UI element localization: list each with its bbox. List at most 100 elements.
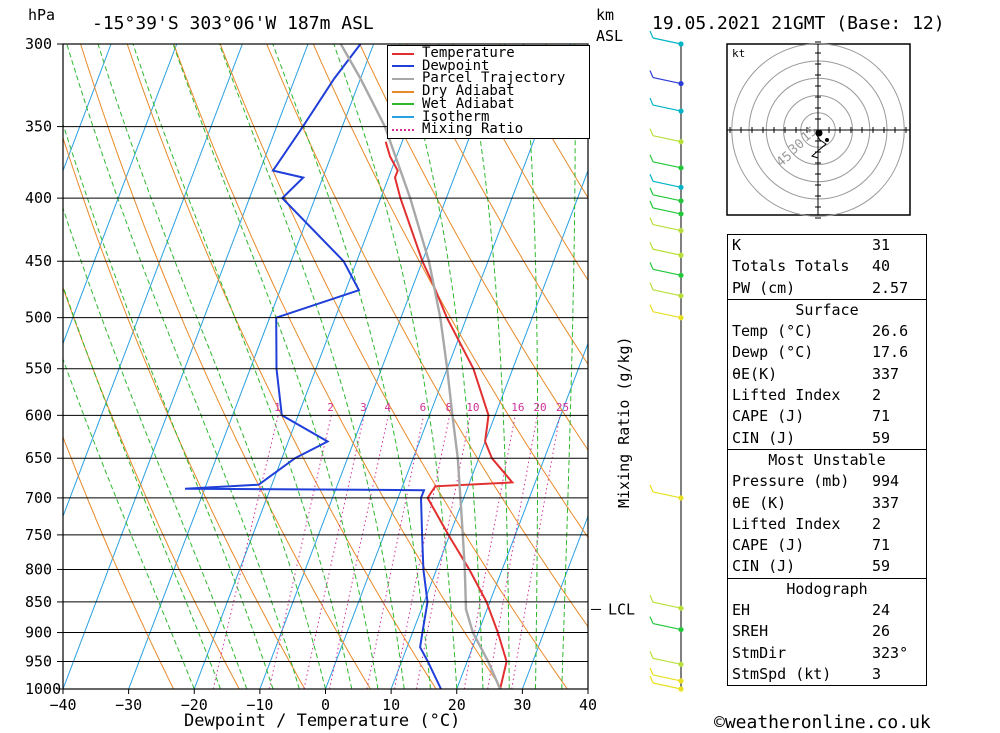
wind-barb-feather	[649, 651, 654, 659]
legend-entry: Wet Adiabat	[392, 97, 515, 111]
legend-entry: Mixing Ratio	[392, 122, 523, 136]
index-row: CIN (J) 59	[728, 556, 926, 577]
mixing-ratio-line	[487, 415, 538, 689]
index-row: SREH 26	[728, 621, 926, 642]
temperature-tick-label: −20	[181, 696, 208, 714]
legend-swatch	[392, 128, 414, 131]
index-label: SREH	[732, 622, 769, 641]
wind-barb-feather	[649, 128, 654, 136]
mixing-ratio-label: 25	[556, 401, 569, 414]
wind-barb-feather	[649, 154, 654, 163]
dry-adiabat-line	[918, 44, 1000, 689]
wind-barb	[652, 224, 682, 232]
dewpoint-profile	[184, 44, 442, 689]
index-label: StmSpd (kt)	[732, 664, 832, 683]
isotherm-line	[63, 44, 178, 345]
dry-adiabat-line	[452, 44, 588, 282]
index-row: θE (K) 337	[728, 493, 926, 514]
index-label: Lifted Index	[732, 386, 841, 405]
indices-panel: K 31 Totals Totals 40 PW (cm) 2.57 Surface Te…	[727, 234, 927, 687]
wind-barb	[652, 601, 682, 609]
legend-entry: Dry Adiabat	[392, 84, 515, 98]
wind-barb-feather	[649, 594, 654, 603]
datetime-title: 19.05.2021 21GMT (Base: 12)	[652, 13, 945, 34]
wet-adiabat-line	[464, 44, 510, 689]
index-value: 2	[872, 514, 882, 533]
mixing-ratio-line	[329, 415, 389, 689]
index-label: Lifted Index	[732, 514, 841, 533]
mixing-ratio-axis-label: Mixing Ratio (g/kg)	[615, 336, 633, 508]
wind-barb	[652, 657, 682, 665]
dry-adiabat-line	[173, 44, 503, 689]
hodograph-trace	[811, 133, 827, 159]
index-row: Lifted Index 2	[728, 514, 926, 535]
wind-barb	[652, 491, 682, 499]
index-label: Totals Totals	[732, 257, 850, 276]
copyright-text: ©weatheronline.co.uk	[714, 712, 931, 733]
legend-entry: Temperature	[392, 45, 515, 61]
wet-adiabat-line	[66, 44, 300, 689]
mixing-ratio-label: 1	[274, 401, 281, 414]
index-label: CAPE (J)	[732, 536, 805, 555]
index-value: 71	[872, 536, 891, 555]
pressure-tick-label: 350	[25, 118, 52, 136]
chart-axes: 3003504004505005506006507007508008509009…	[25, 35, 635, 714]
wind-barb-feather	[649, 616, 654, 624]
index-value: 31	[872, 236, 891, 254]
hodograph-point	[825, 138, 829, 142]
index-row: Temp (°C) 26.6	[728, 321, 926, 342]
isotherm-line	[193, 44, 440, 689]
wind-barb-feather	[649, 97, 654, 106]
parcel-trajectory-profile	[339, 44, 502, 689]
temperature-tick-label: 30	[513, 696, 531, 714]
index-row: Lifted Index 2	[728, 385, 926, 406]
legend-swatch	[392, 65, 414, 68]
dry-adiabat-line	[405, 44, 588, 366]
dry-adiabat-line	[359, 44, 588, 451]
wind-barb-feather	[649, 30, 654, 39]
lcl-label: LCL	[608, 600, 635, 618]
pressure-tick-label: 900	[25, 624, 52, 642]
mixing-ratio-label: 10	[466, 401, 479, 414]
index-value: 3	[872, 664, 882, 683]
index-value: 26.6	[872, 322, 909, 341]
wind-level-dot	[678, 661, 684, 667]
pressure-tick-label: 750	[25, 526, 52, 544]
wind-barb-feather	[649, 174, 654, 182]
wind-barb	[652, 311, 682, 319]
wind-barb	[652, 180, 682, 188]
pressure-tick-label: 500	[25, 309, 52, 327]
km-label: km	[596, 6, 614, 24]
temperature-tick-label: 0	[321, 696, 330, 714]
isotherm-line	[390, 169, 588, 689]
asl-label: ASL	[596, 27, 623, 45]
legend-swatch	[392, 77, 414, 80]
wet-adiabat-line	[333, 44, 458, 689]
wind-barb	[652, 194, 682, 202]
wind-barb	[652, 161, 682, 169]
mixing-ratio-label: 4	[384, 401, 391, 414]
legend-swatch	[392, 90, 414, 93]
pressure-tick-label: 550	[25, 360, 52, 378]
wind-barb	[652, 268, 682, 276]
hpa-label: hPa	[28, 6, 55, 24]
index-label: Pressure (mb)	[732, 472, 850, 491]
index-label: K	[732, 236, 742, 254]
index-row: StmSpd (kt) 3	[728, 664, 926, 685]
legend-label: Temperature	[422, 45, 515, 61]
legend-entry: Isotherm	[392, 110, 489, 124]
temperature-tick-label: 10	[382, 696, 400, 714]
legend-box: Temperature Dewpoint Parcel Trajectory Dry …	[387, 45, 590, 139]
index-label: CAPE (J)	[732, 407, 805, 426]
mixing-ratio-line	[303, 415, 365, 689]
wind-barb-feather	[649, 217, 654, 225]
index-value: 994	[872, 472, 900, 491]
wind-barb	[652, 622, 682, 631]
wind-barb	[652, 674, 682, 682]
dry-adiabat-line	[219, 44, 568, 689]
dry-adiabat-line	[312, 44, 588, 539]
index-value: 71	[872, 407, 891, 426]
mixing-ratio-label: 2	[327, 401, 334, 414]
